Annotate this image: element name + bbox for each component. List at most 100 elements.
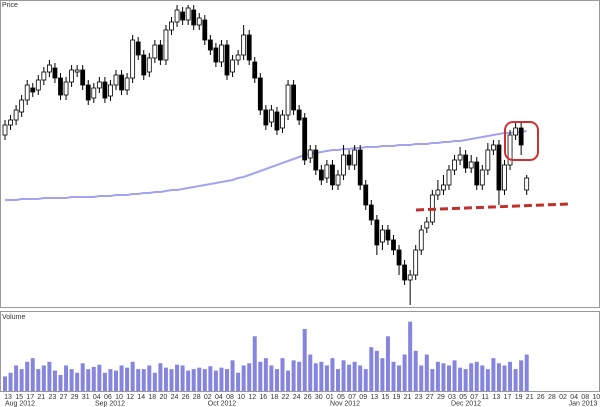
volume-bar xyxy=(480,365,485,391)
candle-body xyxy=(30,87,36,93)
volume-bar xyxy=(252,336,257,391)
x-tick-label: 03 xyxy=(448,394,456,401)
x-tick-label: 31 xyxy=(82,394,90,401)
candle-body xyxy=(479,169,485,186)
x-tick-label: 24 xyxy=(293,394,301,401)
volume-bar xyxy=(441,363,446,391)
volume-bar xyxy=(3,376,7,391)
volume-bar xyxy=(286,370,291,391)
volume-bar xyxy=(302,328,307,391)
candle-body xyxy=(407,274,413,281)
candle-body xyxy=(379,229,385,243)
candle-body xyxy=(302,117,308,161)
candle-body xyxy=(241,34,247,56)
candle-body xyxy=(91,87,97,99)
candle-body xyxy=(446,169,452,186)
candle-body xyxy=(324,164,330,179)
volume-bar xyxy=(191,369,196,391)
candle-body xyxy=(368,204,374,221)
candle-body xyxy=(352,149,358,166)
candle-body xyxy=(280,114,285,129)
volume-bar xyxy=(58,374,63,391)
x-tick-label: 19 xyxy=(515,394,523,401)
volume-bar xyxy=(8,372,13,391)
candle-body xyxy=(157,44,163,61)
x-tick-label: 21 xyxy=(37,394,45,401)
candle-body xyxy=(502,164,507,191)
candle-body xyxy=(396,249,402,266)
candle-body xyxy=(24,84,30,101)
volume-bar xyxy=(408,321,413,391)
volume-bar xyxy=(241,365,246,391)
volume-bar xyxy=(169,369,174,391)
x-tick-label: 28 xyxy=(548,394,556,401)
candle-body xyxy=(13,109,19,121)
volume-bar xyxy=(152,372,157,391)
x-tick-label: 23 xyxy=(415,394,423,401)
volume-bar xyxy=(369,347,374,391)
candle-body xyxy=(8,119,13,126)
candle-body xyxy=(174,9,180,23)
x-tick-label: 18 xyxy=(148,394,156,401)
month-label: Dec 2012 xyxy=(451,400,481,407)
candle-body xyxy=(274,111,280,131)
candle-body xyxy=(219,44,224,63)
volume-bar xyxy=(424,354,429,391)
month-label: Oct 2012 xyxy=(208,400,237,407)
candle-body xyxy=(85,84,91,101)
candle-body xyxy=(357,149,363,186)
x-tick-label: 06 xyxy=(104,394,112,401)
volume-bar xyxy=(130,361,135,391)
x-tick-label: 21 xyxy=(526,394,534,401)
x-tick-label: 17 xyxy=(504,394,512,401)
candle-body xyxy=(124,77,130,91)
volume-bar xyxy=(374,350,379,391)
candle-body xyxy=(296,109,302,121)
volume-bar xyxy=(52,370,57,391)
volume-bar xyxy=(458,367,463,391)
volume-bar xyxy=(114,370,118,391)
volume-bar xyxy=(347,364,352,391)
candle-body xyxy=(418,229,424,251)
candle-body xyxy=(452,159,457,171)
price-label: Price xyxy=(2,2,18,9)
x-tick-label: 30 xyxy=(315,394,323,401)
candle-body xyxy=(52,67,58,79)
volume-bar xyxy=(175,364,180,391)
candle-body xyxy=(257,77,263,111)
x-tick-label: 08 xyxy=(581,394,589,401)
x-tick-label: 13 xyxy=(4,394,12,401)
candle-body xyxy=(213,47,219,63)
volume-bar xyxy=(136,369,141,391)
support-line xyxy=(415,202,569,212)
x-tick-label: 11 xyxy=(482,394,489,401)
candle-body xyxy=(80,69,86,86)
x-tick-label: 07 xyxy=(348,394,356,401)
candle-body xyxy=(330,164,335,186)
volume-bar xyxy=(491,358,496,391)
candle-body xyxy=(141,54,147,76)
volume-bar xyxy=(397,365,402,391)
moving-average xyxy=(5,130,527,201)
volume-bar xyxy=(341,360,346,391)
x-tick-label: 16 xyxy=(259,394,267,401)
candle-body xyxy=(102,81,108,99)
volume-bar xyxy=(36,369,41,391)
candle-body xyxy=(230,59,235,73)
x-tick-label: 05 xyxy=(459,394,467,401)
volume-bar xyxy=(508,361,513,391)
volume-bar xyxy=(141,369,146,391)
candle-body xyxy=(463,154,469,169)
volume-bar xyxy=(258,361,263,391)
volume-bar xyxy=(119,365,124,391)
volume-bar xyxy=(308,354,313,391)
x-tick-label: 27 xyxy=(426,394,434,401)
volume-bar xyxy=(64,365,69,391)
candle-body xyxy=(335,174,341,186)
volume-bar xyxy=(435,361,440,391)
volume-bar xyxy=(97,364,102,391)
x-tick-label: 02 xyxy=(204,394,212,401)
volume-bar xyxy=(269,365,274,391)
volume-bar xyxy=(14,365,19,391)
candle-body xyxy=(524,177,530,191)
